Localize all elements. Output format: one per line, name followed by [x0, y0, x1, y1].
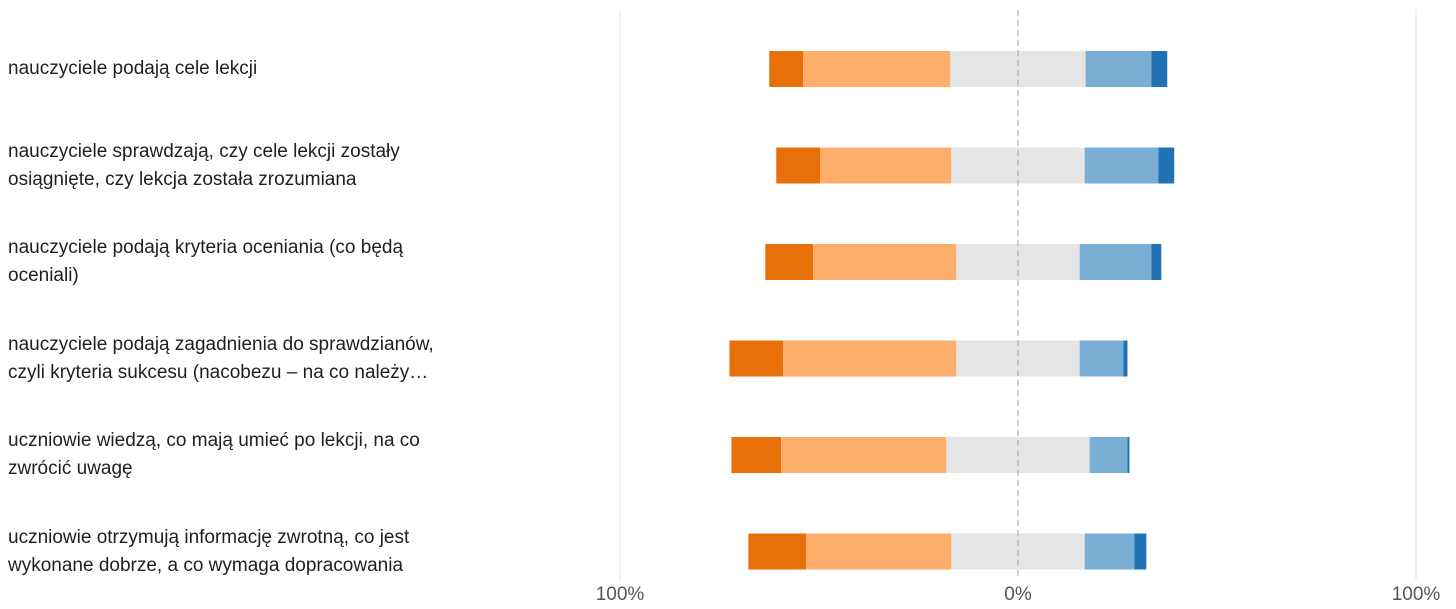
category-label: nauczyciele podają zagadnienia do sprawd…: [8, 333, 434, 383]
category-label: nauczyciele podają kryteria oceniania (c…: [8, 237, 404, 286]
category-label: nauczyciele sprawdzają, czy cele lekcji …: [8, 140, 400, 190]
bar-segment: [820, 147, 952, 184]
bar-row: [776, 147, 1175, 184]
bar-segment: [783, 340, 957, 377]
bar-segment: [1123, 340, 1128, 377]
bar-segment: [748, 533, 807, 570]
bar-segment: [1084, 147, 1159, 184]
category-label: uczniowie wiedzą, co mają umieć po lekcj…: [8, 430, 420, 479]
bar-segment: [1079, 244, 1152, 280]
bar-segment: [731, 437, 782, 473]
x-tick-label: 0%: [1004, 584, 1032, 605]
bar-segment: [1134, 533, 1147, 570]
bar-segment: [1085, 51, 1152, 87]
bar-row: [731, 437, 1130, 473]
bar-segment: [729, 340, 784, 377]
bar-segment: [776, 147, 820, 184]
bar-segment: [1151, 244, 1162, 280]
bar-segment: [803, 51, 951, 87]
bar-row: [729, 340, 1128, 377]
bar-segment: [781, 437, 947, 473]
bar-segment: [1084, 533, 1135, 570]
bar-segment: [813, 244, 957, 280]
category-label: nauczyciele podają cele lekcji: [8, 58, 258, 79]
bar-segment: [1089, 437, 1128, 473]
bar-segment: [765, 244, 814, 280]
bar-segment: [769, 51, 804, 87]
bar-segment: [806, 533, 952, 570]
bar-segment: [1158, 147, 1175, 184]
bar-segment: [1079, 340, 1124, 377]
category-label: uczniowie otrzymują informację zwrotną, …: [8, 526, 410, 576]
bar-segment: [1127, 437, 1130, 473]
x-tick-label: 100%: [1392, 584, 1441, 605]
bar-row: [765, 244, 1162, 280]
bar-segment: [1151, 51, 1168, 87]
x-tick-label: 100%: [596, 584, 645, 605]
bar-row: [769, 51, 1168, 87]
bar-row: [748, 533, 1147, 570]
